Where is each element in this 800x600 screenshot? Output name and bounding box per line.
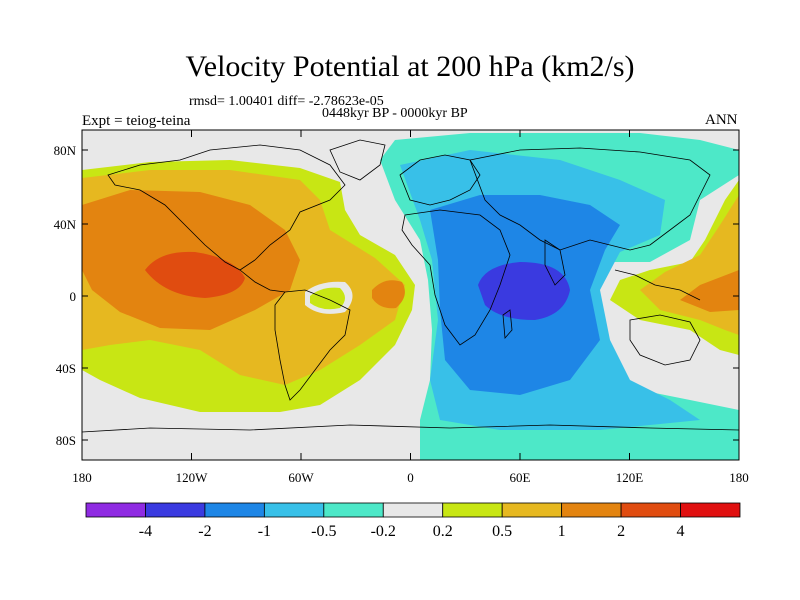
negative-contour-2: [478, 262, 570, 320]
colorbar-label: -2: [198, 523, 211, 540]
lat-tick-label: 0: [70, 289, 77, 304]
coastlines: [82, 139, 739, 433]
colorbar-swatch: [620, 502, 681, 518]
lon-tick-label: 60W: [288, 470, 314, 485]
period-text: 0448kyr BP - 0000kyr BP: [322, 106, 468, 121]
colorbar-swatch: [382, 502, 444, 518]
colorbar-swatch: [145, 502, 206, 518]
positive-contour-2: [145, 251, 245, 298]
lon-tick-label: 120E: [616, 470, 644, 485]
colorbar-swatch: [204, 502, 265, 518]
colorbar-swatch: [323, 502, 384, 518]
lat-tick-label: 80N: [54, 143, 77, 158]
longitude-axis: 180 120W 60W 0 60E 120E 180: [72, 130, 749, 485]
lon-tick-label: 0: [407, 470, 414, 485]
lon-tick-label: 60E: [510, 470, 531, 485]
lat-tick-label: 40S: [56, 361, 76, 376]
colorbar-swatch: [561, 502, 622, 518]
latitude-axis: 80N 40N 0 40S 80S: [54, 143, 739, 448]
colorbar-label: 2: [617, 523, 625, 540]
lon-tick-label: 180: [729, 470, 749, 485]
lat-tick-label: 40N: [54, 217, 77, 232]
colorbar: -4 -2 -1 -0.5 -0.2 0.2 0.5 1 2 4: [85, 502, 741, 540]
colorbar-swatch: [442, 502, 503, 518]
lon-tick-label: 180: [72, 470, 92, 485]
colorbar-label: 0.2: [433, 523, 453, 540]
colorbar-swatch: [501, 502, 563, 518]
chart-title: Velocity Potential at 200 hPa (km2/s): [185, 50, 635, 83]
colorbar-label: -4: [139, 523, 152, 540]
colorbar-label: 0.5: [492, 523, 512, 540]
colorbar-label: -0.5: [311, 523, 336, 540]
colorbar-swatch: [680, 502, 741, 518]
rmsd-diff-text: rmsd= 1.00401 diff= -2.78623e-05: [189, 94, 384, 109]
colorbar-swatch: [263, 502, 325, 518]
colorbar-label: 4: [677, 523, 685, 540]
colorbar-label: -0.2: [371, 523, 396, 540]
colorbar-swatch: [85, 502, 146, 518]
season-label: ANN: [705, 112, 738, 128]
contour-field: [82, 130, 739, 460]
colorbar-label: 1: [558, 523, 566, 540]
colorbar-label: -1: [258, 523, 271, 540]
experiment-label: Expt = teiog-teina: [82, 113, 191, 129]
lon-tick-label: 120W: [176, 470, 209, 485]
lat-tick-label: 80S: [56, 433, 76, 448]
